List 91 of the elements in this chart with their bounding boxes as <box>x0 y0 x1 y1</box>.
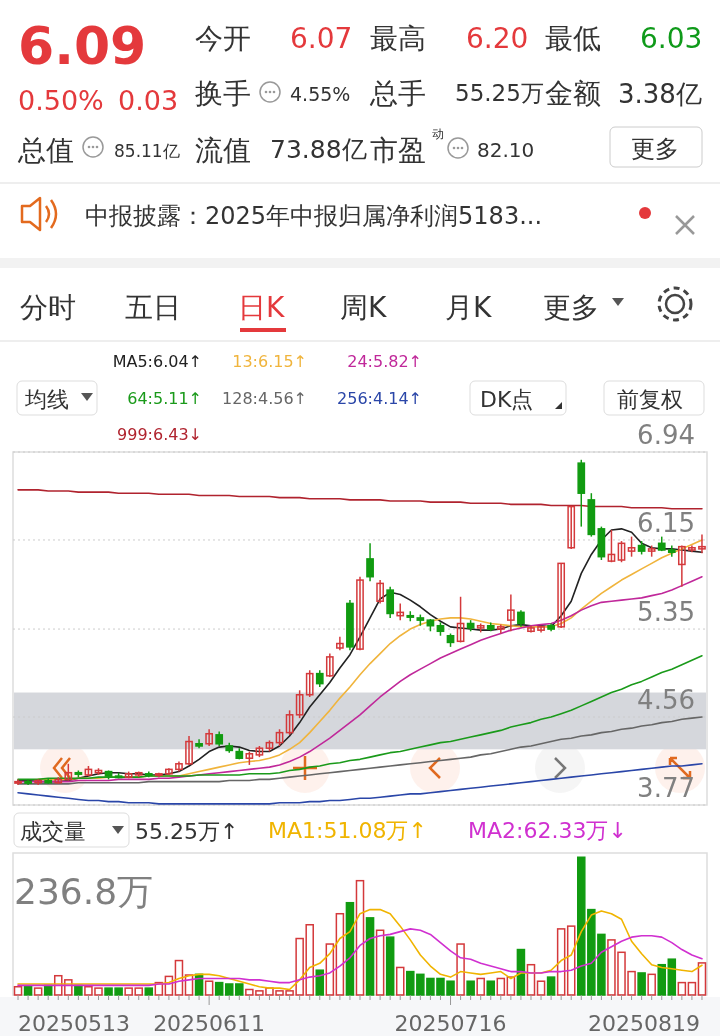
y-tick-label: 6.94 <box>637 420 695 450</box>
bar <box>506 976 516 996</box>
bar <box>526 963 536 996</box>
x-tick-label: 20250611 <box>153 1011 266 1036</box>
bar <box>13 985 23 996</box>
text: 73.88亿 <box>270 135 367 164</box>
bar <box>687 981 697 996</box>
text: MA5:6.04↑ <box>112 352 202 371</box>
bar <box>697 962 707 996</box>
text: 前复权 <box>617 387 683 412</box>
text: 6.09 <box>18 16 147 76</box>
x-tick-label: 20250716 <box>394 1011 507 1036</box>
bar <box>184 974 194 996</box>
text: 6.20 <box>466 22 529 55</box>
bar <box>496 977 506 996</box>
bar <box>164 975 174 996</box>
text: 日K <box>238 291 285 324</box>
bar <box>385 936 395 996</box>
bar <box>466 980 475 996</box>
text: 更多 <box>543 291 599 324</box>
text: 流值 <box>195 134 251 167</box>
bar <box>566 925 576 996</box>
text: 五日 <box>125 291 181 324</box>
text: 最低 <box>545 22 601 55</box>
bar <box>23 985 33 996</box>
text: 999:6.43↓ <box>117 425 202 444</box>
text: 动 <box>432 127 444 141</box>
text: 中报披露：2025年中报归属净利润5183... <box>85 202 543 230</box>
text: 均线 <box>24 387 69 412</box>
y-tick-label: 5.35 <box>637 597 695 628</box>
bar <box>335 912 345 996</box>
text: 82.10 <box>477 138 535 162</box>
bar <box>154 981 164 996</box>
text: 周K <box>340 291 387 324</box>
text: 分时 <box>20 291 76 324</box>
bar <box>536 980 546 996</box>
bar <box>647 973 656 996</box>
text: 成交量 <box>20 819 86 844</box>
text: 64:5.11↑ <box>127 389 202 408</box>
text: 总手 <box>369 77 426 110</box>
bar <box>657 963 667 996</box>
bar <box>174 959 184 996</box>
bar <box>667 958 677 996</box>
bar <box>204 980 214 996</box>
text: 6.07 <box>290 22 353 55</box>
bar <box>365 917 375 996</box>
text: DK点 <box>480 387 534 412</box>
text: 256:4.14↑ <box>337 389 422 408</box>
bar <box>395 966 405 996</box>
bar <box>456 943 465 996</box>
text: 金额 <box>545 77 601 110</box>
text: MA1:51.08万↑ <box>268 818 427 843</box>
text: 13:6.15↑ <box>232 352 307 371</box>
bar <box>315 969 325 996</box>
text: 换手 <box>195 77 251 110</box>
bar <box>637 972 646 996</box>
bar <box>486 980 496 996</box>
text: 20250513 <box>18 1011 130 1036</box>
text: 0.50% <box>18 85 104 116</box>
bar <box>476 977 485 996</box>
text: 更多 <box>631 135 679 163</box>
text: 55.25万↑ <box>135 819 239 844</box>
bar <box>556 928 566 996</box>
text: 市盈 <box>370 134 426 167</box>
text: 20250819 <box>588 1011 700 1036</box>
bar <box>375 929 385 996</box>
text: MA2:62.33万↓ <box>468 818 627 843</box>
bar <box>74 984 83 996</box>
text: 总值 <box>17 134 74 167</box>
text: 55.25万 <box>455 80 544 106</box>
y-tick-label: 3.77 <box>637 773 695 803</box>
text: 3.38亿 <box>618 79 702 109</box>
text: 6.03 <box>640 22 703 55</box>
text: 最高 <box>370 22 426 55</box>
bar <box>214 981 224 996</box>
bar <box>144 987 154 996</box>
bar <box>677 981 687 996</box>
y-tick-label: 4.56 <box>637 685 695 716</box>
bar <box>33 987 43 996</box>
annotation: 236.8万 <box>14 871 154 912</box>
text: 128:4.56↑ <box>222 389 307 408</box>
text: 月K <box>445 291 492 324</box>
bar <box>355 879 365 996</box>
text: 0.03 <box>118 85 179 116</box>
text: 24:5.82↑ <box>347 352 422 371</box>
text: 今开 <box>195 22 251 55</box>
text: 4.55% <box>290 83 351 105</box>
bar <box>546 976 556 996</box>
text: 85.11亿 <box>114 141 180 161</box>
bar <box>325 943 335 996</box>
y-tick-label: 6.15 <box>637 507 695 538</box>
